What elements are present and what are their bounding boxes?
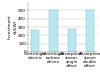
Bar [31,30,39,52]
Bar [49,11,57,52]
Bar [86,11,94,52]
Y-axis label: Investment
($/kW): Investment ($/kW) [8,15,17,39]
Bar [68,29,76,52]
